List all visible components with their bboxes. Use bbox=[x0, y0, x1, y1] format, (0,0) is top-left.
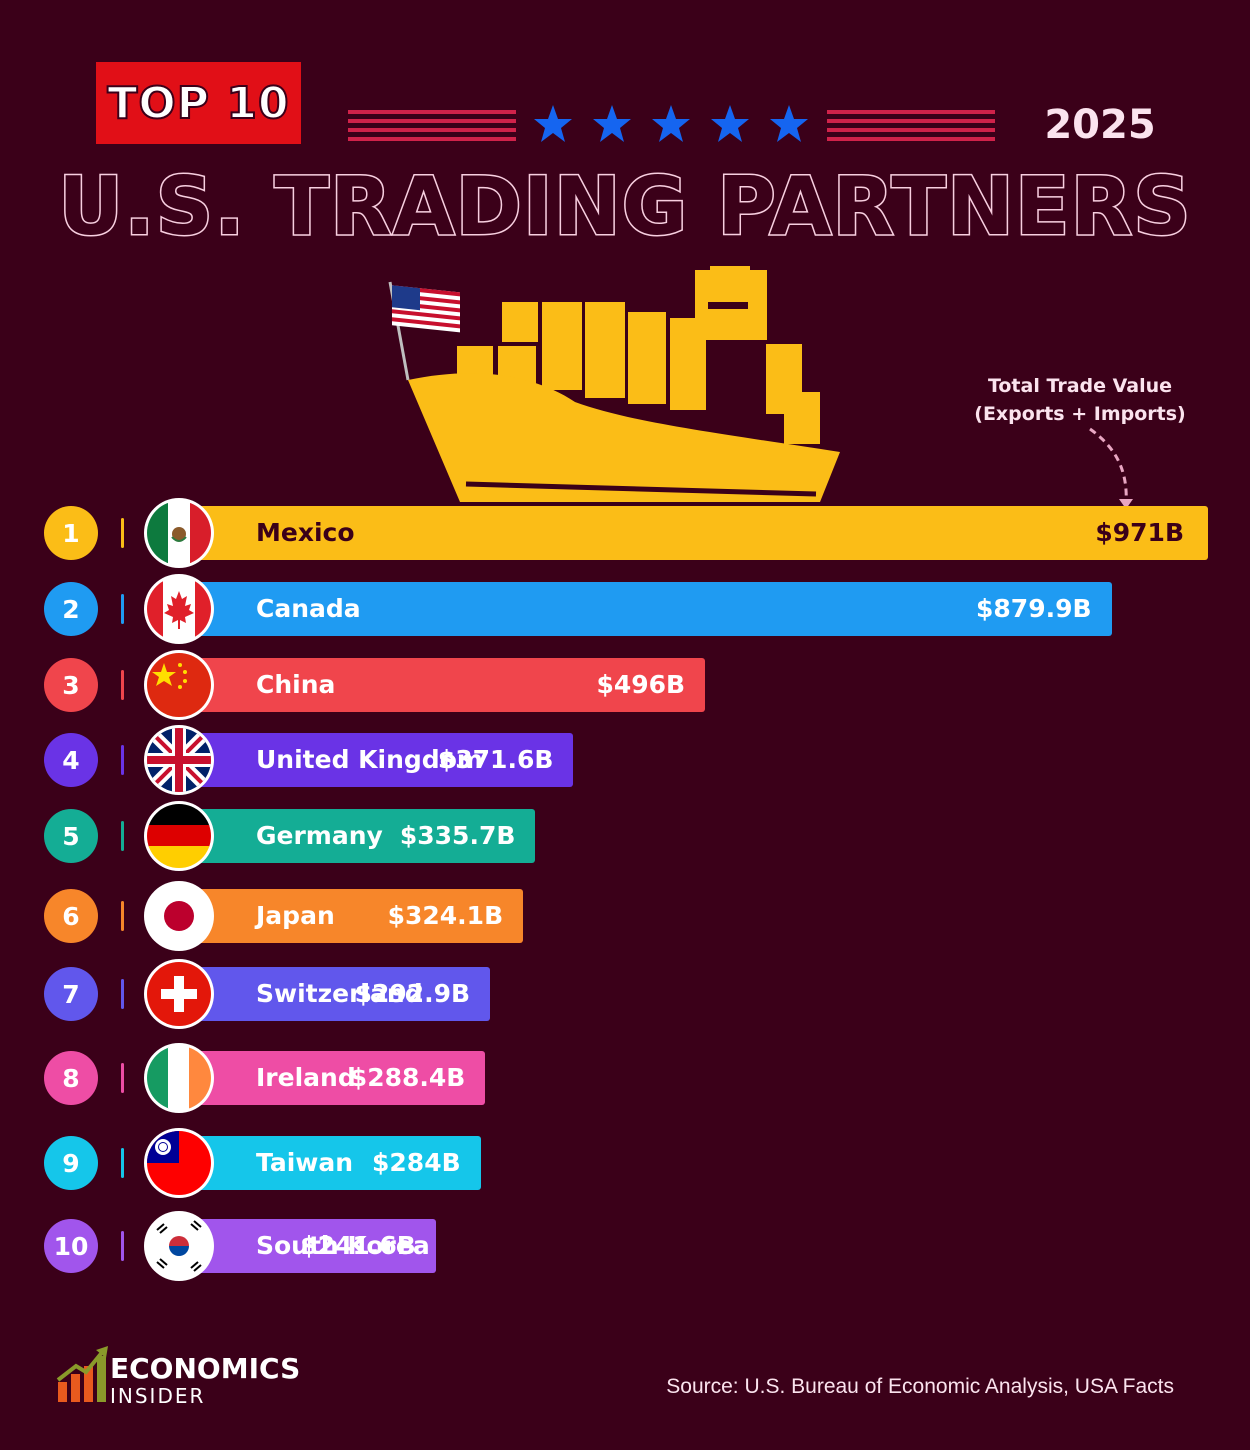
us-flag-icon bbox=[392, 285, 460, 333]
country-label: Canada bbox=[256, 594, 361, 623]
year-label: 2025 bbox=[1044, 102, 1156, 148]
top-10-badge: TOP 10 bbox=[96, 62, 301, 144]
page-title: U.S. TRADING PARTNERS bbox=[57, 159, 1193, 255]
rank-badge: 1 bbox=[44, 506, 98, 560]
rank-divider bbox=[121, 901, 124, 931]
bar bbox=[180, 809, 536, 863]
bar bbox=[180, 1219, 436, 1273]
bar bbox=[180, 967, 491, 1021]
rank-divider bbox=[121, 821, 124, 851]
value-label: $292.9B bbox=[354, 979, 471, 1008]
rank-badge: 10 bbox=[44, 1219, 98, 1273]
bar bbox=[180, 582, 1112, 636]
country-label: United Kingdom bbox=[256, 745, 483, 774]
bar bbox=[180, 658, 706, 712]
rank-divider bbox=[121, 594, 124, 624]
value-label: $371.6B bbox=[437, 745, 554, 774]
china-flag-icon bbox=[147, 653, 211, 717]
rank-badge: 5 bbox=[44, 809, 98, 863]
taiwan-flag-icon bbox=[147, 1131, 211, 1195]
rank-divider bbox=[121, 518, 124, 548]
rank-badge: 6 bbox=[44, 889, 98, 943]
ireland-flag-icon bbox=[147, 1046, 211, 1110]
country-label: Germany bbox=[256, 821, 383, 850]
japan-flag-icon bbox=[147, 884, 211, 948]
rank-badge: 7 bbox=[44, 967, 98, 1021]
south-korea-flag-icon bbox=[147, 1214, 211, 1278]
bar bbox=[180, 1136, 481, 1190]
bar bbox=[180, 1051, 486, 1105]
annotation-line2: (Exports + Imports) bbox=[974, 403, 1186, 425]
uk-flag-icon bbox=[147, 728, 211, 792]
rank-badge: 9 bbox=[44, 1136, 98, 1190]
value-label: $496B bbox=[596, 670, 686, 699]
value-label: $288.4B bbox=[349, 1063, 466, 1092]
country-label: Ireland bbox=[256, 1063, 356, 1092]
value-label: $879.9B bbox=[976, 594, 1092, 623]
country-label: China bbox=[256, 670, 336, 699]
country-label: Taiwan bbox=[256, 1148, 354, 1177]
dashed-arrow-icon bbox=[1089, 427, 1133, 509]
stars-and-stripes-decoration bbox=[348, 105, 995, 142]
rank-badge: 8 bbox=[44, 1051, 98, 1105]
rank-badge: 4 bbox=[44, 733, 98, 787]
switzerland-flag-icon bbox=[147, 962, 211, 1026]
rank-divider bbox=[121, 1148, 124, 1178]
country-label: Japan bbox=[256, 901, 335, 930]
value-label: $324.1B bbox=[387, 901, 504, 930]
logo-text-primary: ECONOMICS bbox=[110, 1352, 301, 1385]
total-trade-annotation: Total Trade Value (Exports + Imports) bbox=[960, 372, 1200, 428]
source-note: Source: U.S. Bureau of Economic Analysis… bbox=[666, 1375, 1174, 1398]
country-label: South Korea bbox=[256, 1231, 430, 1260]
country-label: Mexico bbox=[256, 518, 355, 547]
value-label: $971B bbox=[1095, 518, 1184, 547]
value-label: $335.7B bbox=[399, 821, 516, 850]
rank-badge: 3 bbox=[44, 658, 98, 712]
economics-insider-logo-icon bbox=[56, 1346, 108, 1402]
rank-divider bbox=[121, 745, 124, 775]
bar bbox=[180, 889, 524, 943]
rank-divider bbox=[121, 1231, 124, 1261]
rank-divider bbox=[121, 670, 124, 700]
rank-divider bbox=[121, 979, 124, 1009]
value-label: $284B bbox=[372, 1148, 461, 1177]
rank-badge: 2 bbox=[44, 582, 98, 636]
bar bbox=[180, 733, 574, 787]
rank-divider bbox=[121, 1063, 124, 1093]
bar bbox=[180, 506, 1208, 560]
annotation-line1: Total Trade Value bbox=[987, 375, 1173, 397]
star-icons bbox=[534, 105, 808, 142]
canada-flag-icon bbox=[147, 577, 211, 641]
badge-text: TOP 10 bbox=[106, 77, 290, 130]
logo-text-secondary: INSIDER bbox=[110, 1384, 206, 1408]
country-label: Switzerland bbox=[256, 979, 423, 1008]
cargo-ship-icon bbox=[388, 266, 840, 502]
mexico-flag-icon bbox=[147, 501, 211, 565]
germany-flag-icon bbox=[147, 804, 211, 868]
value-label: $241.6B bbox=[300, 1231, 416, 1260]
